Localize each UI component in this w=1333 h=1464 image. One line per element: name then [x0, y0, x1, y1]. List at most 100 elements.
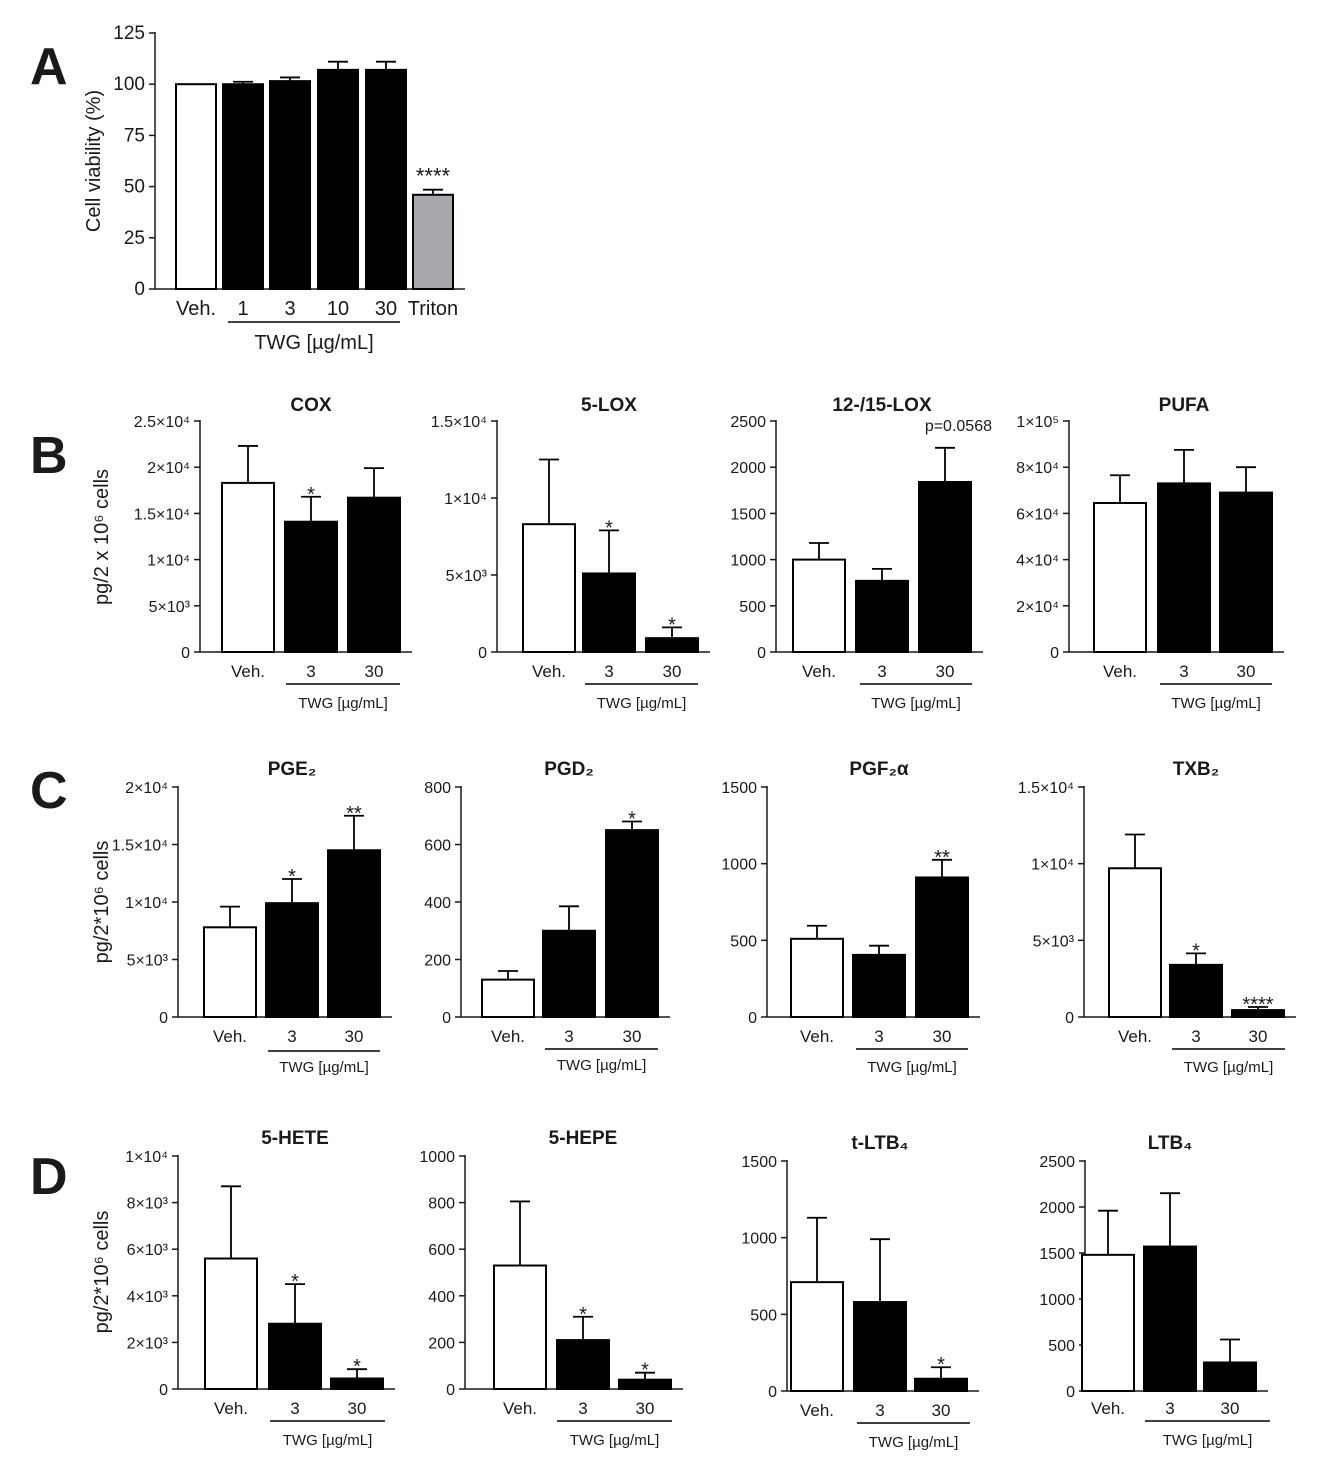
bar: [914, 1377, 968, 1392]
y-tick-label: 1.5×10⁴: [1018, 780, 1074, 797]
chart-d4: 0 500 1000 1500 2000 2500 Veh. 3 30 TWG [µg/mL] LT…: [1039, 1133, 1270, 1449]
significance-label: *: [579, 1304, 587, 1326]
bar: [481, 978, 535, 1018]
y-tick-label: 0: [757, 645, 766, 662]
bar: [203, 926, 257, 1018]
chart-d2: 0 200 400 600 800 1000 Veh. * 3 * 30 TWG [µg/mL] 5-H…: [419, 1128, 683, 1449]
x-axis-label: TWG [µg/mL]: [1163, 1432, 1252, 1449]
y-axis-label: Cell viability (%): [83, 90, 105, 232]
y-tick-label: 400: [424, 895, 451, 912]
y-tick-label: 600: [428, 1242, 455, 1259]
y-tick-label: 0: [768, 1384, 777, 1401]
category-label: 3: [1191, 1027, 1200, 1046]
category-label: Veh.: [491, 1027, 525, 1046]
bar: [412, 193, 454, 291]
bar: [918, 480, 972, 654]
bar: [347, 496, 401, 653]
significance-label: *: [353, 1356, 361, 1378]
category-label: Veh.: [503, 1399, 537, 1418]
y-tick-label: 0: [159, 1010, 168, 1027]
category-label: Triton: [408, 298, 458, 320]
significance-label: *: [1192, 940, 1200, 962]
y-tick-label: 600: [424, 838, 451, 855]
significance-label: **: [934, 847, 950, 869]
bar: [269, 80, 311, 290]
bar: [605, 829, 659, 1018]
bar: [852, 953, 906, 1019]
y-tick-label: 125: [113, 23, 145, 44]
category-label: 30: [365, 662, 384, 681]
category-label: Veh.: [800, 1027, 834, 1046]
significance-label: *: [288, 866, 296, 888]
chart-title: LTB₄: [1148, 1133, 1193, 1154]
panel-letter-c: C: [30, 762, 68, 820]
y-tick-label: 500: [1048, 1338, 1075, 1355]
category-label: 3: [1179, 662, 1188, 681]
chart-title: 5-HEPE: [549, 1128, 618, 1149]
category-label: 30: [348, 1399, 367, 1418]
category-label: 30: [623, 1027, 642, 1046]
category-label: 30: [375, 298, 397, 320]
bar: [556, 1339, 610, 1390]
category-label: Veh.: [800, 1401, 834, 1420]
category-label: 3: [875, 1401, 884, 1420]
chart-c3: 0 500 1000 1500 Veh. 3 ** 30 TWG [µg/mL] PGF₂α: [721, 759, 980, 1076]
x-axis-label: TWG [µg/mL]: [298, 695, 387, 712]
y-tick-label: 0: [748, 1010, 757, 1027]
y-tick-label: 1500: [721, 780, 757, 797]
x-axis-label: TWG [µg/mL]: [279, 1059, 368, 1076]
y-tick-label: 0: [1066, 1384, 1075, 1401]
category-label: 30: [1221, 1399, 1240, 1418]
y-axis-label: pg/2 x 10⁶ cells: [91, 469, 113, 605]
category-label: Veh.: [176, 298, 216, 320]
x-axis-label: TWG [µg/mL]: [869, 1434, 958, 1451]
y-tick-label: 1.5×10⁴: [112, 838, 168, 855]
y-tick-label: 1×10⁵: [1016, 414, 1059, 431]
y-tick-label: 1000: [1039, 1292, 1075, 1309]
y-tick-label: 6×10⁴: [1016, 506, 1059, 523]
y-tick-label: 5×10³: [446, 568, 488, 585]
category-label: 3: [1165, 1399, 1174, 1418]
y-tick-label: 0: [181, 645, 190, 662]
chart-title: COX: [290, 395, 332, 416]
x-axis-label: TWG [µg/mL]: [597, 695, 686, 712]
y-tick-label: 2000: [1039, 1200, 1075, 1217]
category-label: 30: [936, 662, 955, 681]
x-axis-label: TWG [µg/mL]: [1184, 1059, 1273, 1076]
y-tick-label: 200: [424, 953, 451, 970]
chart-title: 5-HETE: [261, 1128, 329, 1149]
y-tick-label: 8×10³: [127, 1196, 169, 1213]
bar: [1203, 1361, 1257, 1392]
category-label: 3: [284, 298, 295, 320]
panel-letter-d: D: [30, 1148, 68, 1206]
chart-title: PUFA: [1159, 395, 1210, 416]
category-label: 3: [287, 1027, 296, 1046]
chart-title: TXB₂: [1173, 759, 1219, 780]
y-tick-label: 0: [442, 1010, 451, 1027]
bar: [1219, 491, 1273, 653]
y-tick-label: 500: [730, 933, 757, 950]
bar: [317, 68, 359, 290]
bar: [853, 1301, 907, 1392]
chart-title: 5-LOX: [581, 395, 637, 416]
y-tick-label: 0: [134, 279, 145, 300]
category-label: 1: [237, 298, 248, 320]
bar: [792, 558, 846, 653]
bar: [175, 83, 217, 290]
panel-letter-b: B: [30, 427, 68, 485]
y-tick-label: 1500: [730, 506, 766, 523]
y-tick-label: 1×10⁴: [125, 895, 168, 912]
chart-b1: 0 5×10³ 1×10⁴ 1.5×10⁴ 2×10⁴ 2.5×10⁴ Veh. * 3 30 TW…: [91, 395, 412, 712]
bar: [365, 68, 407, 290]
chart-title: PGD₂: [544, 759, 594, 780]
category-label: 10: [327, 298, 349, 320]
category-label: Veh.: [1118, 1027, 1152, 1046]
bar: [790, 1281, 844, 1392]
y-tick-label: 500: [739, 599, 766, 616]
significance-label: *: [641, 1360, 649, 1382]
y-tick-label: 1×10⁴: [444, 491, 487, 508]
category-label: 30: [932, 1401, 951, 1420]
category-label: Veh.: [231, 662, 265, 681]
y-tick-label: 1000: [419, 1149, 455, 1166]
chart-a: 0 25 50 75 100 125 Veh. 1 3 10 30 **** Triton TWG [µg…: [83, 23, 465, 354]
